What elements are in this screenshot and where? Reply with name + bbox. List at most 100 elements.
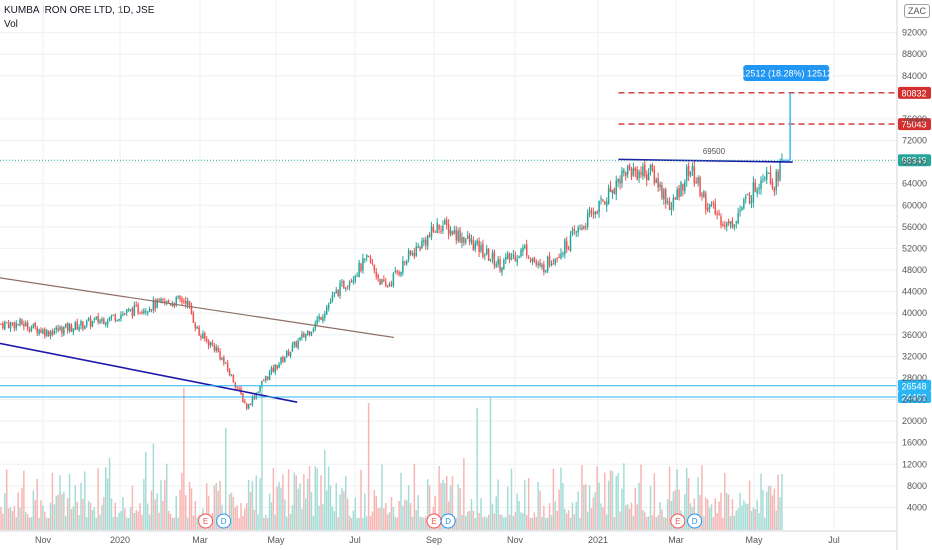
candle [607,188,610,204]
candle [112,314,115,316]
event-label: E [431,517,436,526]
candle [651,164,654,170]
volume-bar [42,505,44,530]
volume-bar [324,450,326,530]
candle [503,260,505,270]
volume-bar [352,510,355,530]
volume-bar [585,484,587,530]
volume-bar [735,510,737,530]
candle [125,309,128,314]
volume-bar [765,491,768,530]
volume-bar [365,516,368,530]
volume-bar [25,512,27,530]
volume-bar [444,482,446,530]
candle [345,287,347,289]
candle [295,342,297,348]
volume-bar [516,493,518,530]
candle [247,403,250,409]
volume-bar [417,495,419,530]
volume-bar [99,514,101,530]
volume-bar [179,490,181,530]
volume-bar [150,490,153,530]
volume-bar [85,517,88,530]
volume-bar [2,513,4,530]
volume-bar [771,495,774,530]
candle [466,235,469,239]
candle [421,240,423,249]
volume-bar [400,472,402,530]
volume-bar [760,473,762,530]
candle [731,220,734,229]
candle [91,320,94,327]
volume-bar [167,510,170,530]
volume-bar [510,468,513,530]
volume-bar [644,512,646,530]
volume-bar [91,510,94,530]
candle [697,178,699,184]
volume-bar [653,473,656,530]
candle [55,327,57,330]
volume-bar [714,498,717,530]
candle [581,227,583,230]
price-label-box-68349 [898,154,931,167]
volume-bar [156,493,158,530]
candle [230,374,233,376]
volume-bar [440,483,442,530]
candle [720,216,722,226]
candle [600,198,602,200]
volume-bar [131,485,134,530]
candle [769,171,772,184]
candle [301,333,303,338]
candle [493,251,496,266]
candle [533,257,536,262]
volume-bar [413,464,416,530]
volume-bar [470,498,473,530]
candle [238,388,240,390]
volume-bar [737,508,739,530]
candle [693,166,696,184]
candle [21,319,23,325]
candle [777,171,779,182]
volume-bar [415,510,417,530]
volume-bar [672,491,675,530]
volume-bar [565,513,568,530]
volume-bar [95,517,97,530]
volume-bar [82,498,84,530]
candle [396,271,398,273]
volume-bar [49,502,52,530]
volume-bar [497,479,499,530]
volume-bar [97,468,99,530]
candle [465,239,467,243]
candle [756,189,758,194]
event-marker-D [440,513,456,529]
candle [522,247,524,252]
volume-bar [754,509,757,530]
candle [285,350,288,357]
currency-badge[interactable]: ZAC [904,4,930,18]
y-tick-label: 88000 [902,49,927,59]
candle [623,169,625,173]
candle [463,236,465,244]
candle [725,222,728,227]
candle [339,282,341,296]
volume-bar [468,510,471,530]
volume-bar [630,502,633,530]
volume-bar [259,478,261,530]
candle [152,299,155,311]
candles [0,153,783,411]
candle [451,231,454,235]
y-tick-label: 36000 [902,330,927,340]
candle [743,199,745,209]
volume-bar [23,470,25,530]
volume-bar [181,472,183,530]
candle [7,323,10,328]
volume-bar [89,502,92,530]
candle [745,196,747,199]
volume-bar [733,515,736,530]
volume-bar [276,486,278,530]
candle [84,326,86,330]
level-annotation: 69500 [703,147,726,156]
candle [484,255,486,257]
volume-bar [322,504,324,530]
